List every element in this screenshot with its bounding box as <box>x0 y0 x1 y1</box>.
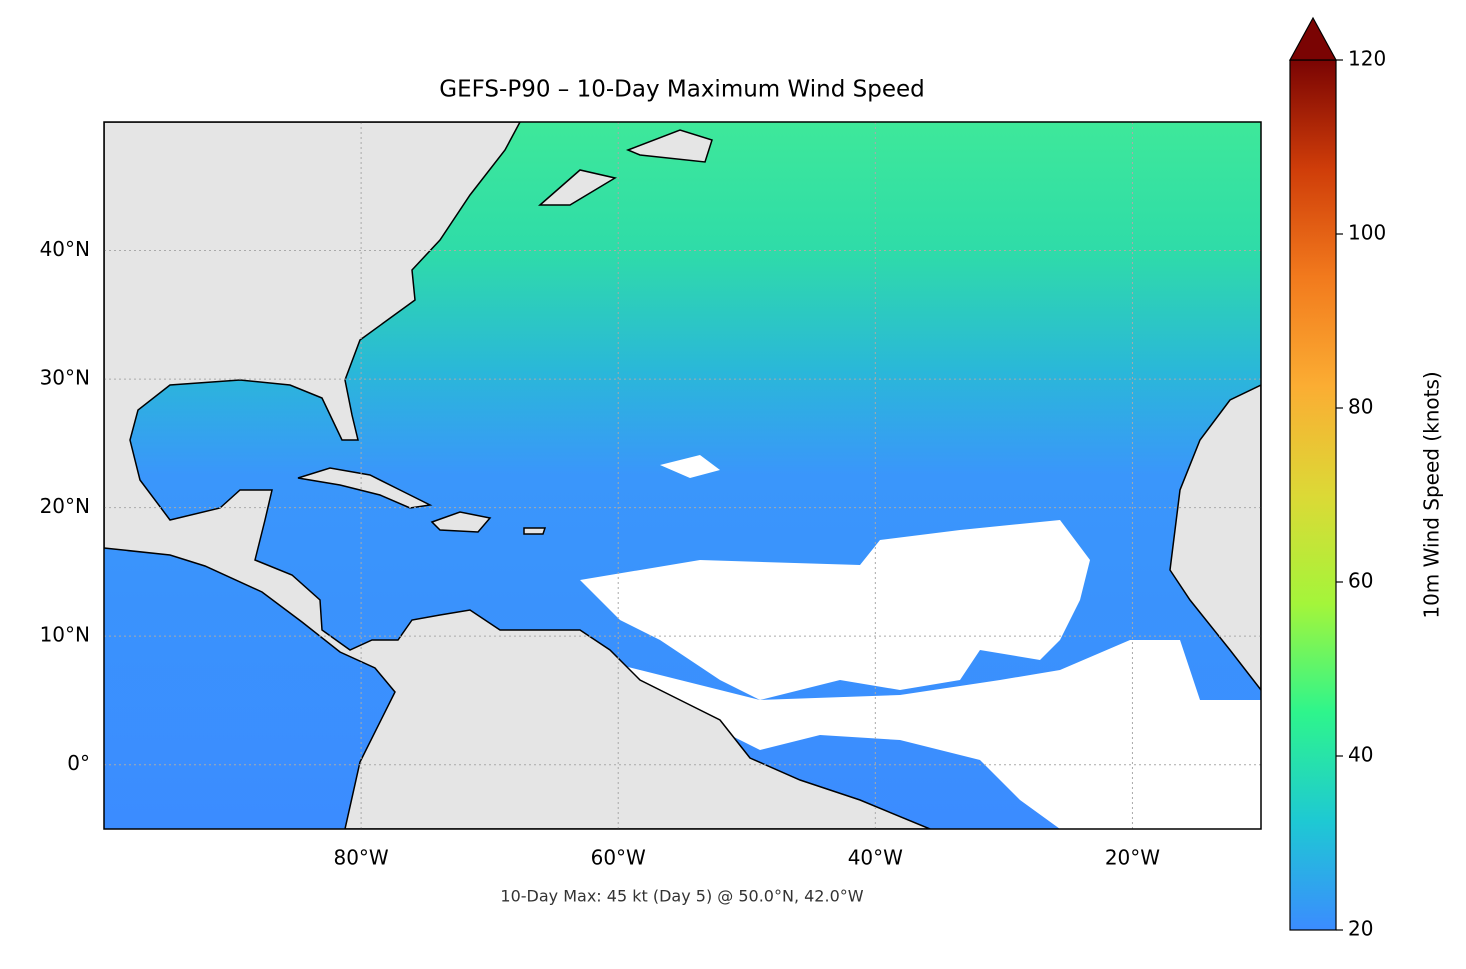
y-tick-label: 30°N <box>40 366 90 390</box>
cuba <box>297 467 433 509</box>
colorbar-tick-label: 40 <box>1348 743 1373 767</box>
colorbar-tick-label: 120 <box>1348 47 1386 71</box>
colorbar-label: 10m Wind Speed (knots) <box>1420 371 1444 618</box>
nova-scotia <box>538 169 617 206</box>
y-tick-label: 20°N <box>40 494 90 518</box>
colorbar-tick-label: 80 <box>1348 395 1373 419</box>
x-tick-label: 20°W <box>1105 846 1160 870</box>
y-tick-label: 40°N <box>40 237 90 261</box>
x-tick-label: 80°W <box>333 846 388 870</box>
map <box>104 122 1261 829</box>
annotation: 10-Day Max: 45 kt (Day 5) @ 50.0°N, 42.0… <box>500 887 863 906</box>
colorbar-tick-label: 20 <box>1348 917 1373 941</box>
y-tick-label: 10°N <box>40 623 90 647</box>
newfoundland <box>625 129 713 163</box>
map-frame <box>103 121 1262 830</box>
x-tick-label: 60°W <box>591 846 646 870</box>
puerto-rico <box>523 527 547 535</box>
africa <box>1169 384 1261 692</box>
x-tick-label: 40°W <box>848 846 903 870</box>
colorbar-tick-label: 100 <box>1348 221 1386 245</box>
calm-areas <box>580 455 1261 829</box>
y-tick-label: 0° <box>67 751 90 775</box>
chart-title: GEFS-P90 – 10-Day Maximum Wind Speed <box>439 77 924 103</box>
colorbar-extension <box>1288 16 1338 61</box>
colorbar <box>1289 59 1337 931</box>
americas <box>104 122 931 829</box>
colorbar-tick-label: 60 <box>1348 569 1373 593</box>
hispaniola <box>430 511 492 533</box>
